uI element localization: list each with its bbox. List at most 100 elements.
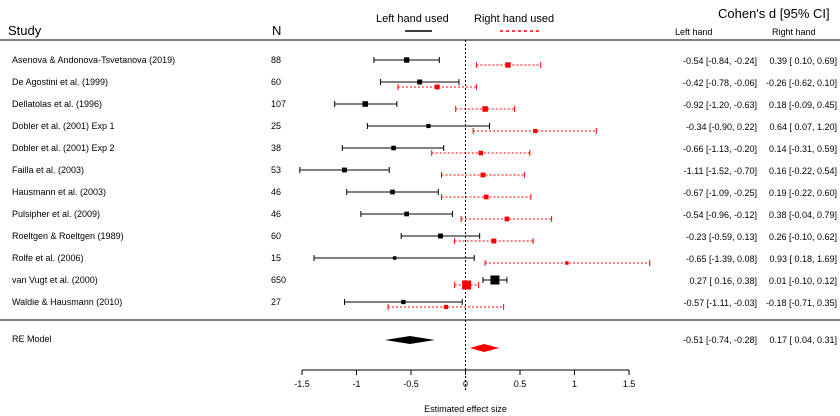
left-hand-point bbox=[426, 123, 431, 129]
right-hand-effect-label: 0.26 [-0.10, 0.62] bbox=[769, 232, 837, 242]
study-row: van Vugt et al. (2000) 650 0.27 [ 0.16, 0.… bbox=[12, 275, 837, 290]
left-hand-effect-label: -0.42 [-0.78, -0.06] bbox=[683, 78, 757, 88]
study-label: De Agostini et al. (1999) bbox=[12, 77, 108, 87]
sample-size: 46 bbox=[271, 187, 281, 197]
right-hand-pooled-diamond bbox=[469, 344, 500, 352]
right-hand-effect-label: 0.14 [-0.31, 0.59] bbox=[769, 144, 837, 154]
right-hand-point bbox=[443, 304, 449, 310]
study-row: Failla et al. (2003) 53 -1.11 [-1.52, -0.7… bbox=[12, 165, 837, 178]
left-hand-point bbox=[401, 299, 406, 305]
sample-size: 46 bbox=[271, 209, 281, 219]
sample-size: 60 bbox=[271, 231, 281, 241]
left-hand-effect-label: 0.27 [ 0.16, 0.38] bbox=[689, 276, 757, 286]
study-label: Dobler et al. (2001) Exp 1 bbox=[12, 121, 115, 131]
x-tick-label: 1 bbox=[572, 379, 577, 389]
study-row: Dobler et al. (2001) Exp 2 38 -0.66 [-1.13… bbox=[12, 143, 837, 156]
right-hand-effect-label: 0.01 [-0.10, 0.12] bbox=[769, 276, 837, 286]
left-hand-effect-label: -0.54 [-0.96, -0.12] bbox=[683, 210, 757, 220]
study-row: Dellatolas et al. (1996) 107 -0.92 [-1.20,… bbox=[12, 99, 837, 112]
right-hand-effect-label: 0.16 [-0.22, 0.54] bbox=[769, 166, 837, 176]
right-hand-column-header: Right hand bbox=[772, 27, 816, 37]
study-label: Pulsipher et al. (2009) bbox=[12, 209, 100, 219]
study-row: Roeltgen & Roeltgen (1989) 60 -0.23 [-0.59… bbox=[12, 231, 837, 244]
right-hand-point bbox=[565, 261, 569, 265]
x-tick-label: 0.5 bbox=[514, 379, 527, 389]
sample-size: 25 bbox=[271, 121, 281, 131]
right-hand-point bbox=[533, 128, 538, 134]
left-hand-point bbox=[391, 145, 396, 151]
left-hand-effect-label: -0.34 [-0.90, 0.22] bbox=[686, 122, 757, 132]
sample-size: 88 bbox=[271, 55, 281, 65]
left-hand-point bbox=[437, 233, 443, 239]
right-hand-point bbox=[462, 280, 472, 290]
sample-size: 107 bbox=[271, 99, 286, 109]
study-label: Hausmann et al. (2003) bbox=[12, 187, 106, 197]
study-column-header: Study bbox=[8, 23, 42, 38]
right-hand-point bbox=[491, 238, 497, 244]
left-hand-point bbox=[403, 57, 410, 63]
sample-size: 53 bbox=[271, 165, 281, 175]
study-label: Rolfe et al. (2006) bbox=[12, 253, 84, 263]
left-hand-point bbox=[390, 189, 395, 195]
effect-size-header: Cohen's d [95% CI] bbox=[718, 6, 830, 21]
right-hand-effect-label: -0.18 [-0.71, 0.35] bbox=[766, 298, 837, 308]
study-row: Pulsipher et al. (2009) 46 -0.54 [-0.96, -… bbox=[12, 209, 837, 222]
study-label: Dellatolas et al. (1996) bbox=[12, 99, 102, 109]
sample-size: 15 bbox=[271, 253, 281, 263]
left-hand-effect-label: -0.65 [-1.39, 0.08] bbox=[686, 254, 757, 264]
left-hand-point bbox=[392, 256, 397, 260]
right-hand-effect-label: 0.64 [ 0.07, 1.20] bbox=[769, 122, 837, 132]
n-column-header: N bbox=[272, 23, 281, 38]
right-hand-effect-label: 0.38 [-0.04, 0.79] bbox=[769, 210, 837, 220]
model-right-effect-label: 0.17 [ 0.04, 0.31] bbox=[769, 335, 837, 345]
legend-left-label: Left hand used bbox=[376, 13, 449, 25]
study-label: van Vugt et al. (2000) bbox=[12, 275, 98, 285]
right-hand-effect-label: -0.26 [-0.62, 0.10] bbox=[766, 78, 837, 88]
sample-size: 38 bbox=[271, 143, 281, 153]
left-hand-effect-label: -0.54 [-0.84, -0.24] bbox=[683, 56, 757, 66]
sample-size: 27 bbox=[271, 297, 281, 307]
study-row: De Agostini et al. (1999) 60 -0.42 [-0.78,… bbox=[12, 77, 837, 90]
right-hand-point bbox=[478, 150, 484, 156]
left-hand-point bbox=[404, 211, 409, 217]
right-hand-effect-label: 0.18 [-0.09, 0.45] bbox=[769, 100, 837, 110]
right-hand-point bbox=[504, 216, 510, 222]
legend-right-label: Right hand used bbox=[474, 13, 554, 25]
right-hand-point bbox=[505, 62, 511, 68]
left-hand-column-header: Left hand bbox=[675, 27, 713, 37]
right-hand-effect-label: 0.93 [ 0.18, 1.69] bbox=[769, 254, 837, 264]
x-tick-label: -0.5 bbox=[403, 379, 419, 389]
left-hand-effect-label: -0.67 [-1.09, -0.25] bbox=[683, 188, 757, 198]
study-row: Dobler et al. (2001) Exp 1 25 -0.34 [-0.90… bbox=[12, 121, 837, 134]
right-hand-effect-label: 0.39 [ 0.10, 0.69] bbox=[769, 56, 837, 66]
x-tick-label: 1.5 bbox=[623, 379, 636, 389]
x-axis-title: Estimated effect size bbox=[424, 404, 507, 414]
x-tick-label: -1.5 bbox=[294, 379, 310, 389]
sample-size: 60 bbox=[271, 77, 281, 87]
study-row: Asenova & Andonova-Tsvetanova (2019) 88 -0… bbox=[12, 55, 837, 68]
right-hand-point bbox=[434, 84, 440, 90]
x-tick-label: 0 bbox=[463, 379, 468, 389]
right-hand-point bbox=[483, 194, 489, 200]
study-label: Roeltgen & Roeltgen (1989) bbox=[12, 231, 124, 241]
left-hand-point bbox=[362, 101, 369, 107]
left-hand-effect-label: -0.92 [-1.20, -0.63] bbox=[683, 100, 757, 110]
study-label: Failla et al. (2003) bbox=[12, 165, 84, 175]
study-row: Hausmann et al. (2003) 46 -0.67 [-1.09, -0… bbox=[12, 187, 837, 200]
left-hand-effect-label: -0.23 [-0.59, 0.13] bbox=[686, 232, 757, 242]
x-tick-label: -1 bbox=[352, 379, 360, 389]
left-hand-point bbox=[490, 275, 500, 285]
left-hand-effect-label: -1.11 [-1.52, -0.70] bbox=[684, 166, 757, 176]
model-label: RE Model bbox=[12, 334, 52, 344]
left-hand-effect-label: -0.57 [-1.11, -0.03] bbox=[684, 298, 757, 308]
left-hand-pooled-diamond bbox=[384, 336, 435, 344]
right-hand-point bbox=[482, 106, 488, 112]
left-hand-effect-label: -0.66 [-1.13, -0.20] bbox=[683, 144, 757, 154]
right-hand-point bbox=[480, 172, 486, 178]
sample-size: 650 bbox=[271, 275, 286, 285]
right-hand-effect-label: 0.19 [-0.22, 0.60] bbox=[769, 188, 837, 198]
study-label: Dobler et al. (2001) Exp 2 bbox=[12, 143, 115, 153]
model-left-effect-label: -0.51 [-0.74, -0.28] bbox=[683, 335, 757, 345]
study-row: Rolfe et al. (2006) 15 -0.65 [-1.39, 0.08]… bbox=[12, 253, 837, 266]
